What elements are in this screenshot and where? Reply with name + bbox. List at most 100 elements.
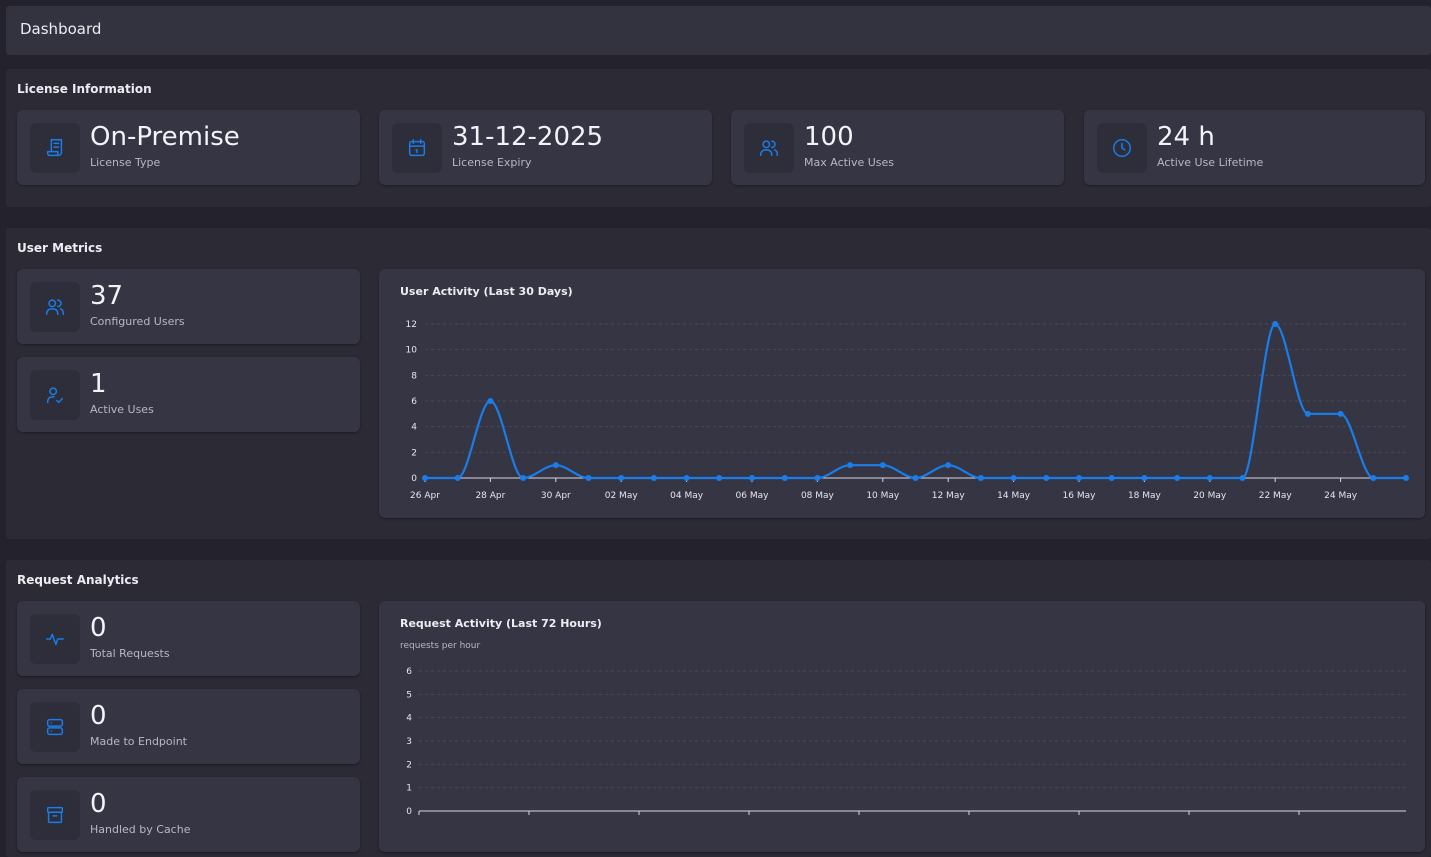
user-chart-x-tick: 26 Apr — [410, 491, 440, 501]
user-activity-point[interactable] — [585, 475, 592, 481]
total-requests-value: 0 — [90, 613, 107, 643]
user-chart-x-tick: 22 May — [1259, 491, 1293, 501]
request-chart-y-tick: 2 — [406, 760, 412, 770]
user-activity-point[interactable] — [781, 475, 788, 481]
max-active-uses-value: 100 — [804, 122, 854, 152]
user-activity-point[interactable] — [1304, 410, 1311, 417]
configured-users-label: Configured Users — [90, 315, 185, 328]
user-activity-point[interactable] — [650, 475, 657, 481]
user-chart-x-tick: 04 May — [670, 491, 704, 501]
user-activity-point[interactable] — [422, 475, 428, 481]
user-chart-x-tick: 10 May — [866, 491, 900, 501]
user-activity-point[interactable] — [1076, 475, 1082, 481]
user-activity-point[interactable] — [552, 462, 559, 469]
user-chart-x-tick: 08 May — [801, 491, 835, 501]
user-activity-point[interactable] — [977, 475, 984, 481]
user-activity-point[interactable] — [683, 475, 690, 481]
user-activity-series-line — [425, 322, 1406, 480]
request-chart-y-tick: 4 — [406, 714, 412, 724]
user-activity-point[interactable] — [1010, 475, 1017, 481]
user-chart-y-tick: 4 — [411, 423, 417, 433]
user-activity-point[interactable] — [847, 462, 854, 469]
user-activity-point[interactable] — [618, 475, 625, 481]
request-activity-chart-title: Request Activity (Last 72 Hours) — [400, 617, 602, 630]
request-activity-chart: 0 1 2 3 4 5 6 — [406, 667, 1406, 817]
user-chart-y-tick: 10 — [406, 346, 418, 356]
user-chart-x-tick: 12 May — [932, 491, 966, 501]
user-activity-point[interactable] — [1043, 475, 1050, 481]
user-activity-chart-card: User Activity (Last 30 Days) 0 2 4 6 8 10 12 26… — [379, 269, 1425, 518]
user-activity-point[interactable] — [1141, 475, 1148, 481]
user-activity-point[interactable] — [487, 398, 494, 404]
license-type-value: On-Premise — [90, 122, 240, 152]
made-to-endpoint-card: 0 Made to Endpoint — [17, 689, 360, 764]
handled-by-cache-label: Handled by Cache — [90, 823, 191, 836]
license-scroll-icon — [30, 123, 80, 173]
user-chart-x-tick: 24 May — [1324, 491, 1358, 501]
user-activity-point[interactable] — [454, 475, 461, 481]
handled-by-cache-card: 0 Handled by Cache — [17, 777, 360, 852]
user-metrics-section: User Metrics 37 Configured Users 1 Activ… — [6, 228, 1431, 539]
active-use-lifetime-card: 24 h Active Use Lifetime — [1084, 110, 1425, 185]
user-activity-point[interactable] — [1403, 475, 1409, 481]
user-chart-y-tick: 0 — [411, 474, 417, 484]
configured-users-card: 37 Configured Users — [17, 269, 360, 344]
license-type-label: License Type — [90, 156, 161, 169]
made-to-endpoint-label: Made to Endpoint — [90, 735, 187, 748]
user-activity-point[interactable] — [716, 475, 723, 481]
user-activity-point[interactable] — [520, 475, 527, 481]
total-requests-label: Total Requests — [90, 647, 170, 660]
page-header: Dashboard — [6, 6, 1431, 55]
user-activity-point[interactable] — [1174, 475, 1181, 481]
request-analytics-section-title: Request Analytics — [17, 573, 139, 587]
page-title: Dashboard — [20, 20, 102, 38]
user-chart-x-tick: 06 May — [736, 491, 770, 501]
user-activity-point[interactable] — [1108, 475, 1115, 481]
user-check-icon — [30, 370, 80, 420]
request-activity-chart-card: Request Activity (Last 72 Hours) request… — [379, 601, 1425, 852]
user-activity-chart: 0 2 4 6 8 10 12 26 Apr 28 Apr 30 Apr 02 May 04 May 0… — [406, 320, 1409, 501]
active-uses-value: 1 — [90, 369, 107, 399]
user-activity-point[interactable] — [814, 475, 821, 481]
user-activity-point[interactable] — [1370, 475, 1377, 481]
user-metrics-section-title: User Metrics — [17, 241, 103, 255]
license-type-card: On-Premise License Type — [17, 110, 360, 185]
configured-users-value: 37 — [90, 281, 124, 311]
calendar-icon — [392, 123, 442, 173]
request-chart-y-tick: 0 — [406, 807, 412, 817]
user-activity-point[interactable] — [1337, 410, 1344, 417]
request-analytics-section: Request Analytics 0 Total Requests 0 Mad… — [6, 560, 1431, 857]
user-activity-point[interactable] — [1272, 321, 1279, 327]
user-chart-x-tick: 18 May — [1128, 491, 1162, 501]
license-section-title: License Information — [17, 82, 152, 96]
user-chart-x-tick: 14 May — [997, 491, 1031, 501]
user-chart-x-tick: 02 May — [605, 491, 639, 501]
user-chart-x-tick: 30 Apr — [541, 491, 571, 501]
user-activity-point[interactable] — [749, 475, 755, 481]
max-active-uses-label: Max Active Uses — [804, 156, 895, 169]
user-activity-point[interactable] — [879, 462, 886, 469]
made-to-endpoint-value: 0 — [90, 701, 107, 731]
active-use-lifetime-value: 24 h — [1157, 122, 1215, 152]
user-activity-point[interactable] — [1239, 475, 1246, 481]
max-active-uses-card: 100 Max Active Uses — [731, 110, 1064, 185]
request-chart-y-tick: 3 — [406, 737, 412, 747]
license-expiry-card: 31-12-2025 License Expiry — [379, 110, 712, 185]
users-icon — [744, 123, 794, 173]
request-chart-y-tick: 6 — [406, 667, 412, 677]
request-chart-y-tick: 1 — [406, 784, 412, 794]
user-activity-point[interactable] — [945, 462, 952, 469]
handled-by-cache-value: 0 — [90, 789, 107, 819]
user-chart-y-tick: 8 — [411, 371, 417, 381]
server-icon — [30, 702, 80, 752]
active-uses-card: 1 Active Uses — [17, 357, 360, 432]
user-activity-chart-title: User Activity (Last 30 Days) — [400, 285, 573, 298]
user-chart-y-tick: 2 — [411, 448, 417, 458]
license-section: License Information On-Premise License T… — [6, 69, 1431, 207]
total-requests-card: 0 Total Requests — [17, 601, 360, 676]
request-activity-chart-subtitle: requests per hour — [400, 641, 481, 651]
archive-box-icon — [30, 790, 80, 840]
user-activity-point[interactable] — [1206, 475, 1213, 481]
users-icon — [30, 282, 80, 332]
user-activity-point[interactable] — [912, 475, 919, 481]
